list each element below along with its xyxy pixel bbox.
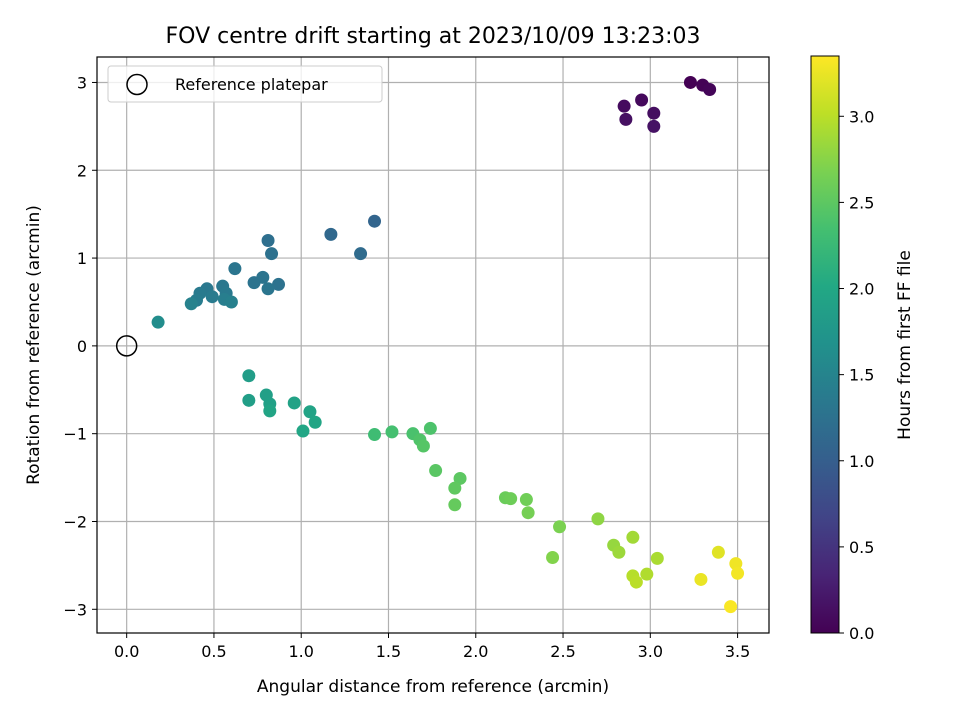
data-point: [261, 282, 275, 296]
colorbar-tick-label: 2.0: [849, 280, 874, 299]
data-point: [324, 227, 338, 241]
data-point: [354, 247, 368, 261]
data-point: [504, 492, 518, 506]
data-point: [546, 550, 560, 564]
legend-reference-marker: [126, 73, 148, 96]
reference-layer: [115, 335, 138, 357]
data-point: [453, 471, 467, 485]
data-point: [635, 93, 649, 107]
x-tick-label: 2.0: [463, 642, 488, 661]
y-tick-label: −2: [63, 512, 87, 531]
plot-border: [96, 56, 770, 634]
colorbar-ticks: 0.0 0.5 1.0 1.5 2.0 2.5 3.0: [839, 107, 874, 643]
data-point: [731, 566, 745, 580]
x-tick-label: 3.5: [725, 642, 750, 661]
data-point: [263, 404, 277, 418]
data-point: [629, 575, 643, 589]
data-point: [242, 393, 256, 407]
data-point: [247, 276, 261, 290]
data-point: [650, 551, 664, 565]
data-point: [694, 572, 708, 586]
y-tick-label: 0: [77, 337, 87, 356]
colorbar-gradient: [810, 55, 840, 634]
data-point: [729, 557, 743, 571]
colorbar-tick-label: 3.0: [849, 107, 874, 126]
y-tick-label: −1: [63, 425, 87, 444]
data-point: [553, 520, 567, 534]
data-point: [640, 567, 654, 581]
colorbar-label: Hours from first FF file: [895, 250, 915, 440]
data-point: [448, 498, 462, 512]
data-point: [205, 290, 219, 304]
data-point: [242, 369, 256, 383]
points-layer: [151, 75, 745, 614]
data-point: [261, 234, 275, 248]
colorbar-tick-label: 0.0: [849, 624, 874, 643]
data-point: [429, 464, 443, 478]
data-point: [368, 428, 382, 442]
data-point: [416, 439, 430, 453]
data-point: [151, 315, 165, 329]
x-axis-ticks: 0.0 0.5 1.0 1.5 2.0 2.5 3.0 3.5: [114, 633, 750, 661]
y-axis-ticks: −3 −2 −1 0 1 2 3: [63, 73, 97, 619]
legend-entry-reference: Reference platepar: [175, 75, 328, 94]
data-point: [647, 119, 661, 133]
data-point: [711, 545, 725, 559]
x-axis-label: Angular distance from reference (arcmin): [257, 677, 609, 697]
data-point: [385, 425, 399, 439]
data-point: [647, 106, 661, 120]
colorbar-tick-label: 2.5: [849, 193, 874, 212]
colorbar-tick-label: 1.0: [849, 452, 874, 471]
data-point: [703, 82, 717, 96]
x-tick-label: 3.0: [638, 642, 663, 661]
x-tick-label: 1.5: [376, 642, 401, 661]
data-point: [287, 396, 301, 410]
colorbar-tick-label: 0.5: [849, 538, 874, 557]
plot-frame: [97, 57, 769, 633]
data-point: [724, 600, 738, 614]
legend: Reference platepar: [107, 65, 383, 103]
data-point: [184, 297, 198, 311]
colorbar-tick-label: 1.5: [849, 366, 874, 385]
data-point: [612, 545, 626, 559]
data-point: [448, 481, 462, 495]
colorbar: 0.0 0.5 1.0 1.5 2.0 2.5 3.0 Hours from first F…: [810, 55, 915, 643]
data-point: [368, 214, 382, 228]
y-axis-label: Rotation from reference (arcmin): [24, 205, 44, 485]
data-point: [272, 277, 286, 291]
data-point: [228, 262, 242, 276]
legend-box: [107, 65, 383, 103]
data-point: [591, 512, 605, 526]
data-point: [521, 506, 535, 520]
x-tick-label: 0.0: [114, 642, 139, 661]
data-point: [626, 530, 640, 544]
data-point: [308, 415, 322, 429]
grid-layer: [97, 57, 769, 633]
reference-platepar-marker: [115, 335, 138, 357]
data-point: [617, 99, 631, 113]
x-tick-label: 2.5: [550, 642, 575, 661]
data-point: [619, 112, 633, 126]
data-point: [303, 405, 317, 419]
data-point: [519, 493, 533, 507]
y-tick-label: 1: [77, 249, 87, 268]
y-tick-label: −3: [63, 600, 87, 619]
data-point: [683, 75, 697, 89]
data-point: [296, 424, 310, 438]
x-tick-label: 1.0: [288, 642, 313, 661]
y-tick-label: 3: [77, 73, 87, 92]
data-point: [423, 421, 437, 435]
data-point: [224, 295, 238, 309]
y-tick-label: 2: [77, 161, 87, 180]
x-tick-label: 0.5: [201, 642, 226, 661]
data-point: [265, 247, 279, 261]
plot-area: 0.0 0.5 1.0 1.5 2.0 2.5 3.0 3.5 −3 −2 −1 0 1 2 3: [63, 56, 770, 661]
chart-title: FOV centre drift starting at 2023/10/09 …: [166, 24, 701, 49]
